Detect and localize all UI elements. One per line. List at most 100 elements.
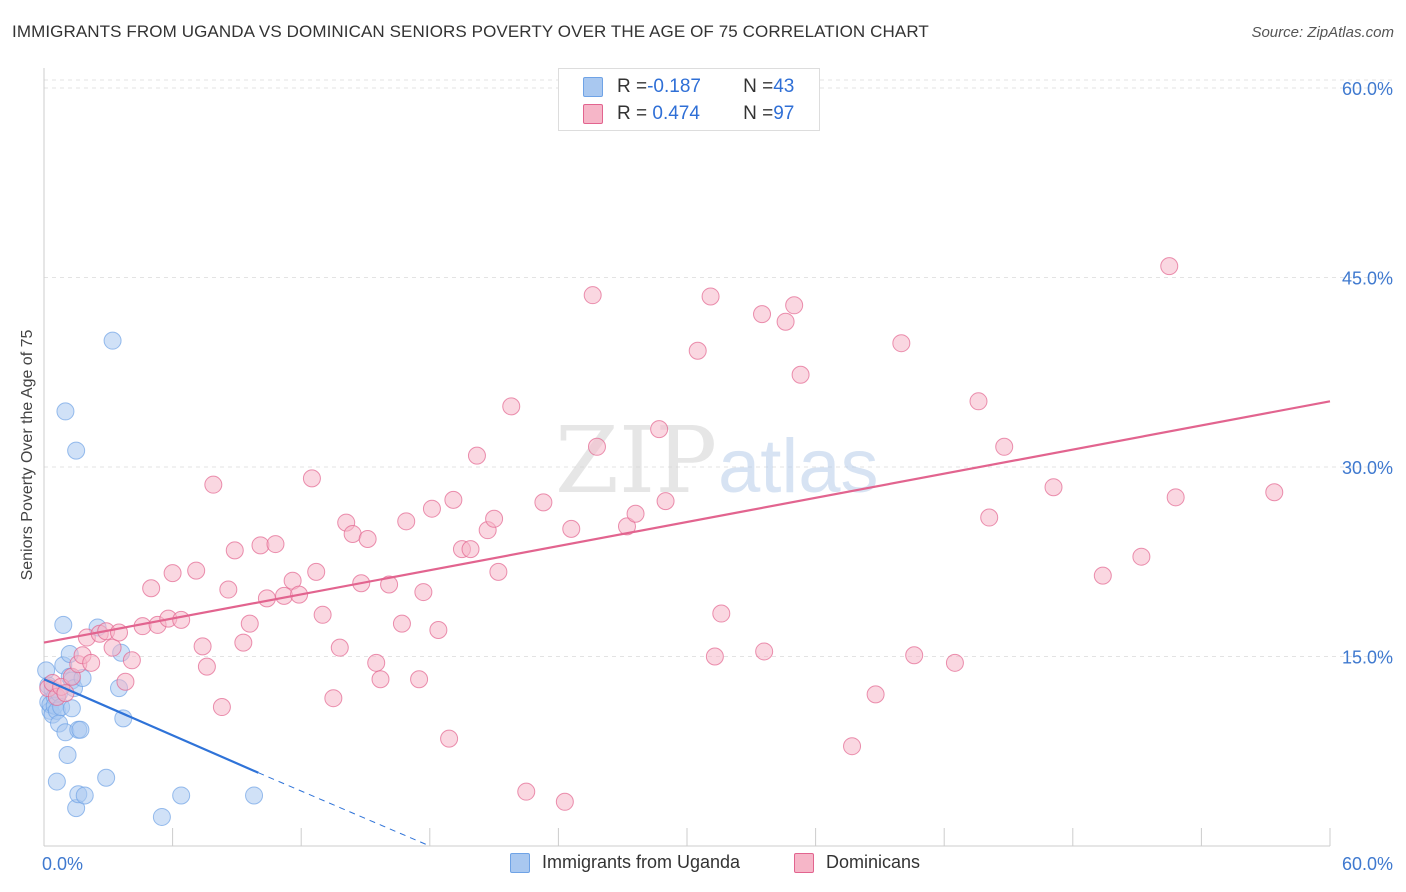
dominican-point [330, 638, 349, 657]
dominican-point [234, 633, 253, 652]
dominican-point [444, 490, 463, 509]
dominican-point [785, 296, 804, 315]
uganda-point [103, 331, 122, 350]
uganda-legend-swatch [510, 852, 530, 873]
dominican-point [367, 653, 386, 672]
dominican-point [380, 575, 399, 594]
dominican-point [440, 729, 459, 748]
dominican-point [1265, 483, 1284, 502]
dominican-point [688, 341, 707, 360]
uganda-trendline-extension [258, 772, 430, 847]
dominican-point [517, 782, 536, 801]
uganda-point [152, 807, 171, 826]
dominican-point [502, 397, 521, 416]
n-value: 43 [773, 76, 795, 97]
dominicans-swatch [583, 104, 603, 124]
uganda-point [47, 772, 66, 791]
dominican-point [1093, 566, 1112, 585]
dominican-point [712, 604, 731, 623]
n-label: N = [743, 103, 774, 124]
y-axis-label: Seniors Poverty Over the Age of 75 [19, 329, 36, 581]
dominican-point [193, 637, 212, 656]
dominican-point [892, 334, 911, 353]
dominican-point [410, 670, 429, 689]
dominican-point [219, 580, 238, 599]
dominican-point [251, 536, 270, 555]
series-legend: Immigrants from Uganda Dominicans [0, 852, 1406, 876]
dominican-point [656, 492, 675, 511]
legend-item-uganda[interactable]: Immigrants from Uganda [510, 852, 740, 873]
x-tick-label: 60.0% [1342, 854, 1393, 874]
legend-item-dominicans[interactable]: Dominicans [794, 852, 920, 873]
dominican-point [204, 475, 223, 494]
dominican-point [626, 504, 645, 523]
dominican-point [980, 508, 999, 527]
uganda-point [245, 786, 264, 805]
legend-label: Immigrants from Uganda [542, 852, 741, 872]
uganda-point [56, 402, 75, 421]
dominican-point [945, 653, 964, 672]
dominican-point [307, 562, 326, 581]
stats-legend: R = -0.187 N = 43 R = 0.474 N = 97 [558, 68, 820, 131]
dominican-point [555, 792, 574, 811]
dominicans-trendline [43, 400, 1331, 644]
dominican-point [302, 469, 321, 488]
n-value: 97 [773, 103, 795, 124]
dominican-point [755, 642, 774, 661]
r-label: R = [617, 76, 648, 97]
dominican-point [866, 685, 885, 704]
dominican-point [461, 540, 480, 559]
r-value: 0.474 [647, 103, 700, 124]
uganda-point [62, 699, 81, 718]
uganda-swatch [583, 77, 603, 97]
r-value: -0.187 [647, 76, 701, 97]
dominican-point [587, 437, 606, 456]
dominican-point [905, 646, 924, 665]
dominican-point [212, 698, 231, 717]
dominican-point [995, 437, 1014, 456]
y-tick-label: 15.0% [1342, 648, 1393, 668]
watermark-atlas: atlas [718, 424, 879, 509]
uganda-point [172, 786, 191, 805]
dominican-point [776, 312, 795, 331]
dominican-point [753, 305, 772, 324]
dominican-point [103, 638, 122, 657]
dominican-point [116, 672, 135, 691]
dominican-point [429, 620, 448, 639]
dominican-point [82, 653, 101, 672]
dominican-point [187, 561, 206, 580]
uganda-point [58, 746, 77, 765]
dominican-point [489, 562, 508, 581]
dominican-point [240, 614, 259, 633]
dominican-point [969, 392, 988, 411]
dominican-point [122, 651, 141, 670]
dominican-point [163, 564, 182, 583]
dominican-point [843, 737, 862, 756]
source-label: Source: ZipAtlas.com [1251, 24, 1394, 41]
dominican-point [172, 610, 191, 629]
dominican-point [414, 583, 433, 602]
dominicans-legend-swatch [794, 852, 814, 873]
stats-row-uganda: R = -0.187 N = 43 [583, 76, 794, 98]
dominican-point [371, 670, 390, 689]
uganda-point [97, 768, 116, 787]
dominican-point [266, 535, 285, 554]
dominican-point [142, 579, 161, 598]
watermark-zip: ZIP [555, 407, 717, 514]
uganda-trendline [43, 678, 259, 774]
n-label: N = [743, 76, 774, 97]
uganda-point [71, 720, 90, 739]
uganda-point [114, 709, 133, 728]
uganda-point [67, 441, 86, 460]
dominican-point [397, 512, 416, 531]
dominican-point [485, 509, 504, 528]
dominican-point [583, 286, 602, 305]
dominican-point [422, 499, 441, 518]
dominican-point [1166, 488, 1185, 507]
dominican-point [1160, 257, 1179, 276]
dominican-point [225, 541, 244, 560]
dominican-point [343, 524, 362, 543]
dominican-point [257, 589, 276, 608]
dominican-point [392, 614, 411, 633]
